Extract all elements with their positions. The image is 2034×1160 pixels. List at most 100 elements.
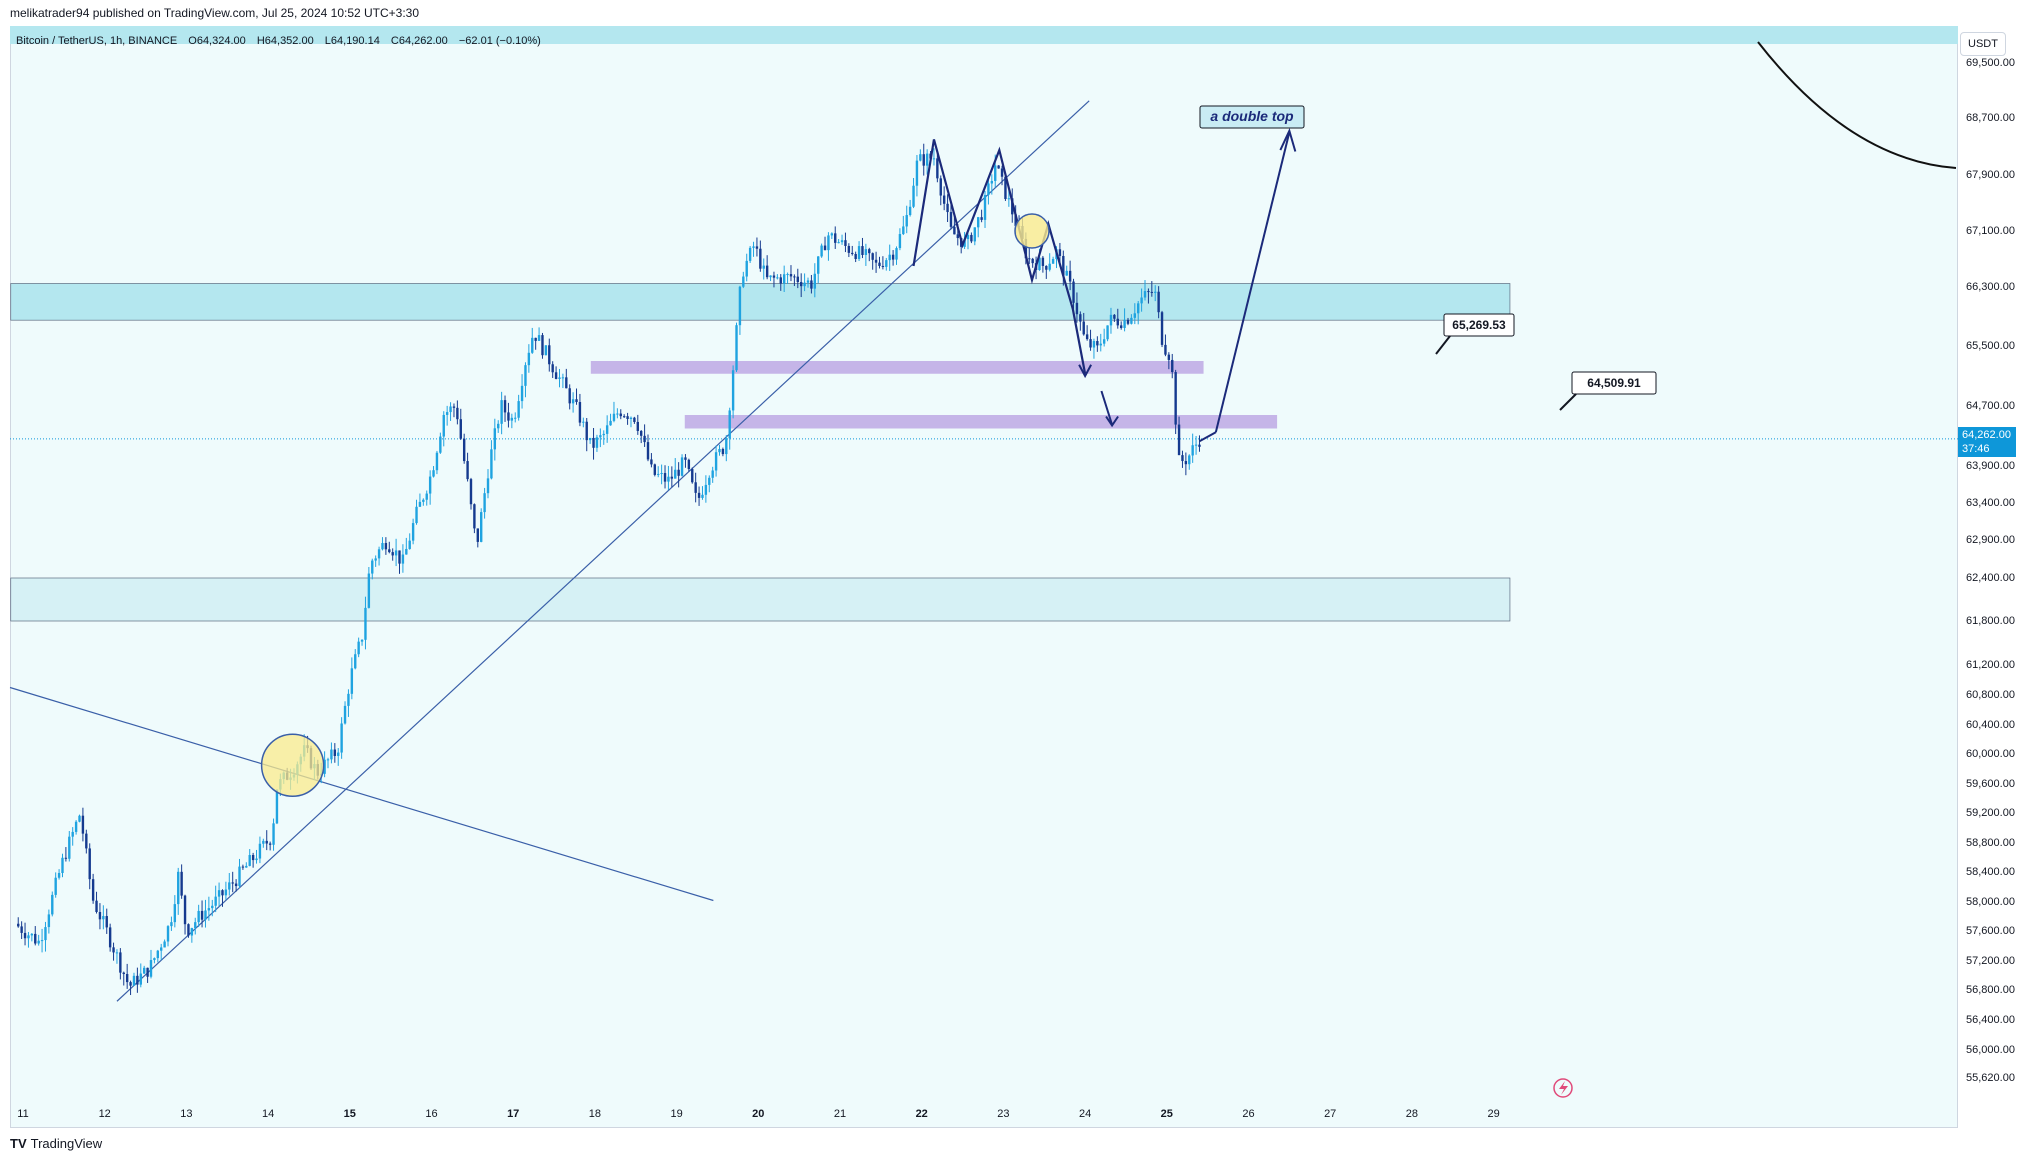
candle-body <box>377 549 381 559</box>
candle-body <box>214 896 217 906</box>
candle-body <box>156 950 160 959</box>
candle-body <box>646 442 650 460</box>
candle-body <box>401 554 405 564</box>
candle-body <box>956 234 959 239</box>
candle-body <box>796 276 799 283</box>
candle-body <box>435 452 439 471</box>
candle-body <box>633 417 636 422</box>
candle-body <box>643 435 646 443</box>
candle-body <box>1126 319 1130 324</box>
price-tick-label: 60,800.00 <box>1966 689 2015 701</box>
price-chart[interactable]: a double top 65,269.53 64,509.91 <box>0 0 1958 1128</box>
lightning-bolt-icon <box>1559 1081 1568 1095</box>
candle-body <box>275 789 279 824</box>
candle-body <box>71 831 74 837</box>
candle-body <box>1075 302 1079 315</box>
candle-body <box>980 217 983 220</box>
candle-body <box>687 459 691 470</box>
price-label-2: 64,509.91 <box>1587 376 1641 390</box>
candle-body <box>224 889 228 896</box>
candle-body <box>405 548 408 555</box>
candle-body <box>231 882 234 884</box>
candle-body <box>840 240 844 243</box>
candle-body <box>514 417 517 419</box>
candle-body <box>439 436 442 453</box>
candle-body <box>142 967 146 974</box>
candle-body <box>183 895 187 925</box>
candle-body <box>881 265 885 267</box>
candle-body <box>211 905 214 909</box>
candle-body <box>411 523 415 541</box>
candle-body <box>381 543 384 550</box>
date-tick-label: 21 <box>833 1108 847 1120</box>
callout-pointer <box>1559 393 1577 411</box>
candle-body <box>459 419 462 439</box>
candle-body <box>565 377 568 389</box>
zone-level-3 <box>684 415 1278 429</box>
candle-body <box>221 890 224 896</box>
candle-body <box>1157 291 1160 313</box>
candle-body <box>868 249 871 254</box>
trendlines-layer <box>9 41 1957 1002</box>
date-tick-label: 17 <box>507 1108 520 1120</box>
callout-pointer <box>1435 335 1451 355</box>
candle-body <box>391 552 394 556</box>
candle-body <box>170 922 173 927</box>
candle-body <box>119 952 122 973</box>
candle-body <box>851 252 854 254</box>
candle-body <box>1130 317 1133 324</box>
zone-level-2 <box>590 361 1204 374</box>
candle-body <box>1062 255 1065 276</box>
date-tick-label: 15 <box>343 1108 356 1120</box>
double-top-zigzag <box>912 139 1087 374</box>
candle-body <box>697 492 701 498</box>
candle-body <box>415 506 418 524</box>
candle-body <box>759 248 762 269</box>
candle-body <box>827 235 830 251</box>
price-tick-label: 56,400.00 <box>1966 1014 2015 1026</box>
symbol-name[interactable]: Bitcoin / TetherUS, 1h, BINANCE <box>16 35 178 47</box>
candle-body <box>571 399 575 404</box>
candle-body <box>173 904 177 923</box>
downtrend-line <box>9 686 714 902</box>
candle-body <box>731 370 735 411</box>
candle-body <box>1048 263 1051 270</box>
candle-body <box>480 512 483 542</box>
candle-body <box>95 900 98 912</box>
candle-body <box>650 459 653 465</box>
candle-body <box>949 212 953 227</box>
candle-body <box>54 877 57 895</box>
candle-body <box>813 273 817 289</box>
candle-body <box>765 265 769 278</box>
close-value: C64,262.00 <box>390 35 448 47</box>
candle-body <box>585 421 588 441</box>
candle-body <box>367 573 371 608</box>
candle-body <box>1085 334 1089 340</box>
tradingview-brand[interactable]: TV TradingView <box>10 1136 102 1151</box>
candle-body <box>1058 249 1062 256</box>
price-tick-label: 57,600.00 <box>1966 925 2015 937</box>
price-tick-label: 61,800.00 <box>1966 615 2015 627</box>
currency-button[interactable]: USDT <box>1960 32 2006 56</box>
last-price-value: 64,262.00 <box>1962 428 2011 441</box>
candle-body <box>1184 461 1188 465</box>
candle-body <box>820 245 823 257</box>
candle-body <box>217 890 221 897</box>
candle-body <box>823 245 827 251</box>
candle-body <box>915 160 919 186</box>
candle-body <box>837 242 840 244</box>
candle-body <box>493 428 497 450</box>
candle-body <box>163 941 166 948</box>
candle-body <box>942 195 946 204</box>
candle-body <box>588 437 592 441</box>
price-tick-label: 59,200.00 <box>1966 807 2015 819</box>
candle-body <box>963 239 966 247</box>
price-scale[interactable] <box>1958 26 2034 1128</box>
candle-body <box>772 275 776 278</box>
candle-body <box>228 882 231 890</box>
candle-body <box>61 857 64 873</box>
candle-body <box>476 528 479 542</box>
candle-body <box>1119 325 1123 328</box>
date-tick-label: 25 <box>1160 1108 1173 1120</box>
change-value: −62.01 (−0.10%) <box>458 35 541 47</box>
